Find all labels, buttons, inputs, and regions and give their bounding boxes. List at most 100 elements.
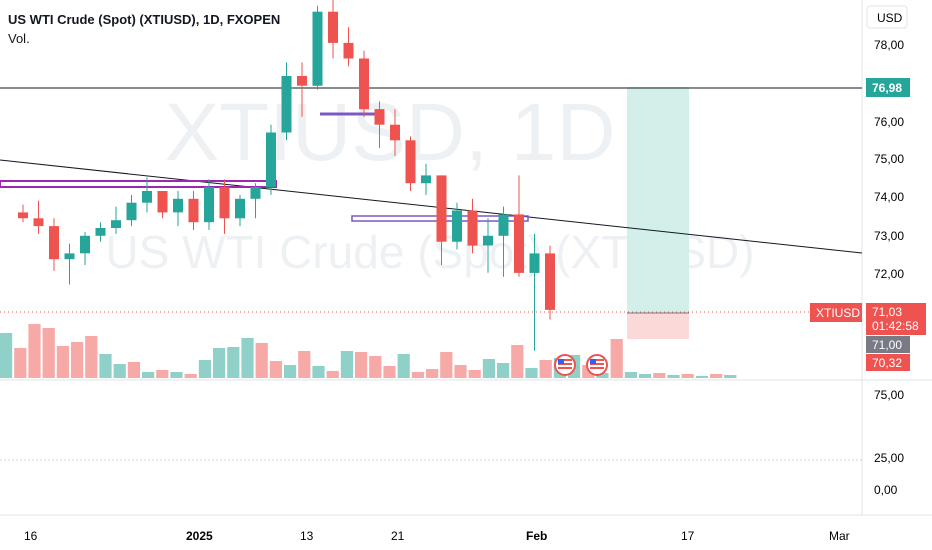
last-price-badge (866, 303, 926, 335)
price-tick: 72,00 (874, 267, 904, 281)
chart-legend[interactable]: US WTI Crude (Spot) (XTIUSD), 1D, FXOPEN… (8, 10, 280, 48)
candle-up (204, 187, 214, 223)
volume-bar (99, 354, 112, 378)
ask-price-badge (866, 354, 910, 371)
volume-bar (198, 360, 211, 378)
volume-bar (525, 368, 538, 378)
volume-bar (426, 369, 439, 378)
price-tick: 78,00 (874, 38, 904, 52)
volume-bar (624, 372, 637, 378)
time-tick: 2025 (186, 529, 213, 543)
us-flag-event-icon[interactable] (586, 354, 608, 376)
lower-axis-tick: 0,00 (874, 483, 898, 497)
volume-label[interactable]: Vol. (8, 31, 30, 46)
candles (18, 0, 555, 351)
candle-up (142, 191, 152, 203)
volume-bar (482, 359, 495, 378)
candle-down (328, 11, 338, 43)
candle-up (529, 253, 540, 273)
volume-bar (255, 343, 268, 378)
price-tick: 73,00 (874, 229, 904, 243)
candle-down (390, 124, 400, 141)
supply-zone-box[interactable] (0, 180, 277, 188)
ask-price-label: 70,32 (872, 356, 902, 370)
volume-bar (639, 374, 652, 378)
candle-up (312, 11, 323, 86)
price-tick: 76,00 (874, 115, 904, 129)
time-tick: 16 (24, 529, 38, 543)
volume-bar (56, 346, 69, 378)
candle-down (219, 187, 230, 219)
volume-bar (42, 328, 55, 378)
volume-bar (14, 348, 27, 378)
volume-bar (497, 363, 510, 378)
candle-up (483, 235, 493, 246)
volume-bar (284, 365, 297, 378)
candle-down (436, 175, 447, 242)
candle-down (188, 198, 199, 223)
volume-bar (724, 375, 737, 378)
time-tick: 13 (300, 529, 314, 543)
candle-down (297, 76, 307, 86)
candle-down (545, 253, 555, 310)
volume-bar (0, 333, 13, 378)
volume-bar (227, 347, 240, 378)
volume-bar (539, 360, 552, 378)
volume-bar (142, 372, 155, 378)
volume-bar (468, 370, 481, 378)
volume-bar (113, 364, 126, 378)
symbol-title[interactable]: US WTI Crude (Spot) (XTIUSD), 1D, FXOPEN (8, 12, 281, 27)
time-tick: 17 (681, 529, 695, 543)
volume-bar (596, 373, 609, 378)
candle-up (452, 210, 462, 242)
time-axis[interactable]: 16 2025 13 21 Feb 17 Mar (24, 529, 850, 543)
lower-pane: 75,00 25,00 0,00 (0, 388, 904, 497)
lower-axis-tick: 25,00 (874, 451, 904, 465)
volume-bar (312, 366, 325, 378)
volume-bar (298, 351, 311, 378)
candle-down (157, 191, 168, 213)
last-price-label: 71,03 (872, 305, 902, 319)
volume-bar (28, 324, 41, 378)
volume-bar (269, 361, 282, 378)
symbol-label: XTIUSD (816, 306, 860, 320)
volume-bar (383, 366, 396, 378)
us-flag-event-icon[interactable] (554, 354, 576, 376)
candle-up (250, 187, 261, 199)
time-tick: 21 (391, 529, 405, 543)
price-tick: 74,00 (874, 190, 904, 204)
candle-down (18, 212, 28, 219)
price-axis[interactable]: USD 78,00 76,00 75,00 74,00 73,00 72,00 … (810, 5, 926, 371)
trend-line[interactable] (0, 159, 863, 254)
volume-bar (213, 348, 226, 378)
currency-label: USD (877, 11, 903, 25)
volume-bars (0, 324, 737, 378)
volume-bar (710, 374, 723, 378)
volume-bar (440, 352, 453, 378)
candle-down (514, 214, 524, 273)
target-zone[interactable] (627, 87, 689, 313)
volume-bar (695, 376, 708, 378)
volume-bar (326, 371, 339, 378)
level-price-label: 76,98 (872, 81, 902, 95)
candle-down (467, 210, 478, 246)
candle-up (64, 253, 75, 260)
candle-down (405, 140, 416, 184)
candle-up (173, 198, 183, 213)
volume-bar (653, 373, 666, 378)
volume-bar (184, 374, 197, 378)
volume-bar (511, 345, 524, 378)
symbol-badge (810, 303, 862, 322)
stop-zone[interactable] (627, 313, 689, 339)
candle-up (281, 76, 292, 133)
time-tick: Mar (829, 529, 850, 543)
candle-up (95, 228, 106, 236)
candle-down (33, 218, 44, 227)
candle-up (235, 198, 245, 219)
volume-bar (681, 374, 694, 378)
volume-bar (397, 354, 410, 378)
bid-price-label: 71,00 (872, 338, 902, 352)
candle-down (49, 226, 59, 260)
currency-button[interactable] (866, 5, 908, 29)
